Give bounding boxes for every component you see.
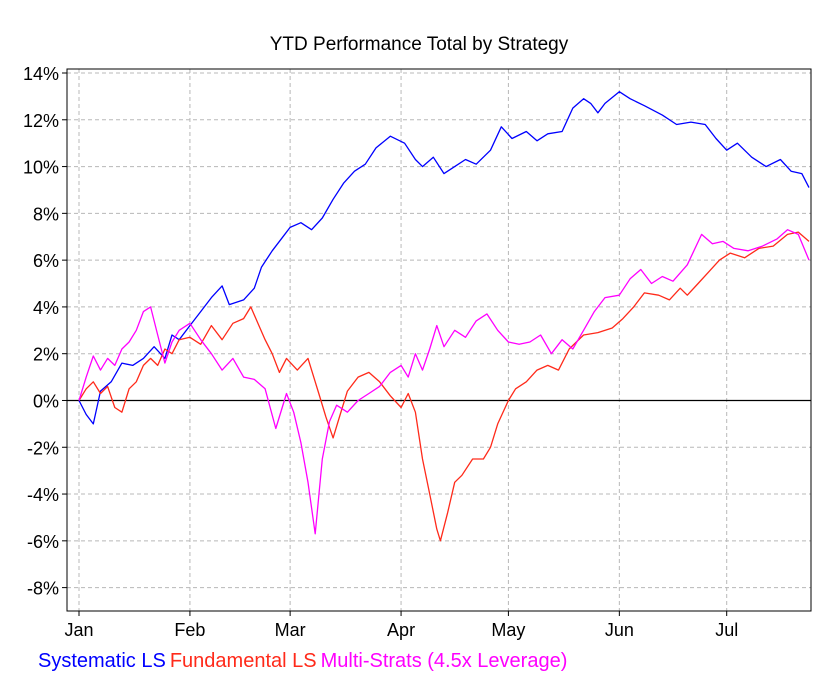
series-line-0 — [78, 91, 810, 425]
series-layer — [78, 91, 810, 542]
x-tick-label: Mar — [275, 620, 306, 640]
y-tick-label: 12% — [23, 111, 59, 131]
y-tick-label: 6% — [33, 251, 59, 271]
chart-title: YTD Performance Total by Strategy — [270, 34, 569, 55]
x-tick-label: Jul — [715, 620, 738, 640]
legend-item-multi-strats: Multi-Strats (4.5x Leverage) — [320, 650, 568, 672]
plot-frame — [66, 68, 812, 612]
x-tick-label: Jan — [64, 620, 93, 640]
y-tick-label: 8% — [33, 204, 59, 224]
y-tick-label: -8% — [27, 579, 59, 599]
grid-layer — [67, 69, 811, 611]
x-tick-label: Feb — [174, 620, 205, 640]
chart-svg: YTD Performance Total by Strategy 14% 12%… — [23, 34, 812, 640]
y-tick-label: 4% — [33, 298, 59, 318]
y-tick-label: -2% — [27, 438, 59, 458]
axis-layer: 14% 12% 10% 8% 6% 4% 2% 0% -2% -4% -6% -8% Jan Feb Mar… — [23, 64, 738, 640]
legend-item-systematic-ls: Systematic LS — [38, 650, 166, 672]
series-line-1 — [78, 231, 810, 542]
legend-item-fundamental-ls: Fundamental LS — [169, 650, 317, 672]
y-tick-label: -6% — [27, 532, 59, 552]
y-tick-label: 2% — [33, 345, 59, 365]
x-tick-label: May — [491, 620, 525, 640]
y-tick-label: 10% — [23, 158, 59, 178]
legend: Systematic LS Fundamental LS Multi-Strats … — [38, 650, 571, 673]
y-tick-label: 14% — [23, 64, 59, 84]
y-tick-label: -4% — [27, 485, 59, 505]
x-tick-label: Apr — [387, 620, 415, 640]
y-tick-label: 0% — [33, 391, 59, 411]
x-tick-label: Jun — [605, 620, 634, 640]
series-line-2 — [78, 229, 810, 535]
